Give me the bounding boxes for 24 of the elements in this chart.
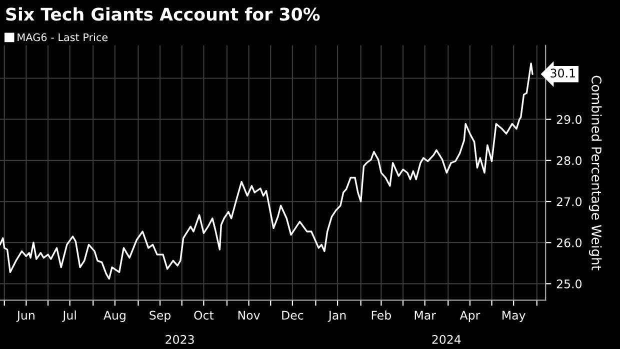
y-axis-title: Combined Percentage Weight	[588, 76, 602, 270]
x-tick-label: Jul	[62, 310, 76, 322]
legend-label: MAG6 - Last Price	[18, 33, 108, 42]
x-tick-label: Aug	[104, 310, 126, 322]
y-tick-label: 27.0	[556, 197, 582, 206]
x-tick-label: Oct	[194, 310, 214, 320]
x-tick-label: Feb	[372, 310, 391, 320]
line-series	[0, 62, 534, 280]
chart-title: Six Tech Giants Account for 30%	[6, 7, 320, 21]
x-tick-label: May	[502, 310, 526, 322]
x-tick-label: Mar	[414, 310, 436, 320]
y-tick-label: 26.0	[556, 238, 582, 248]
y-tick-label: 25.0	[556, 279, 582, 288]
x-tick-label: Jun	[16, 310, 34, 322]
x-tick-label: Nov	[238, 310, 260, 320]
data-label: 30.1	[550, 68, 575, 78]
text: 2023	[166, 335, 194, 344]
text: 2024	[432, 335, 461, 344]
y-tick-label: 28.0	[556, 156, 582, 166]
x-tick-label: Sep	[150, 310, 171, 322]
x-tick-label: Dec	[282, 310, 304, 320]
x-tick-label: Jan	[328, 310, 346, 322]
y-tick-label: 29.0	[556, 115, 582, 124]
x-tick-label: Apr	[460, 310, 480, 322]
